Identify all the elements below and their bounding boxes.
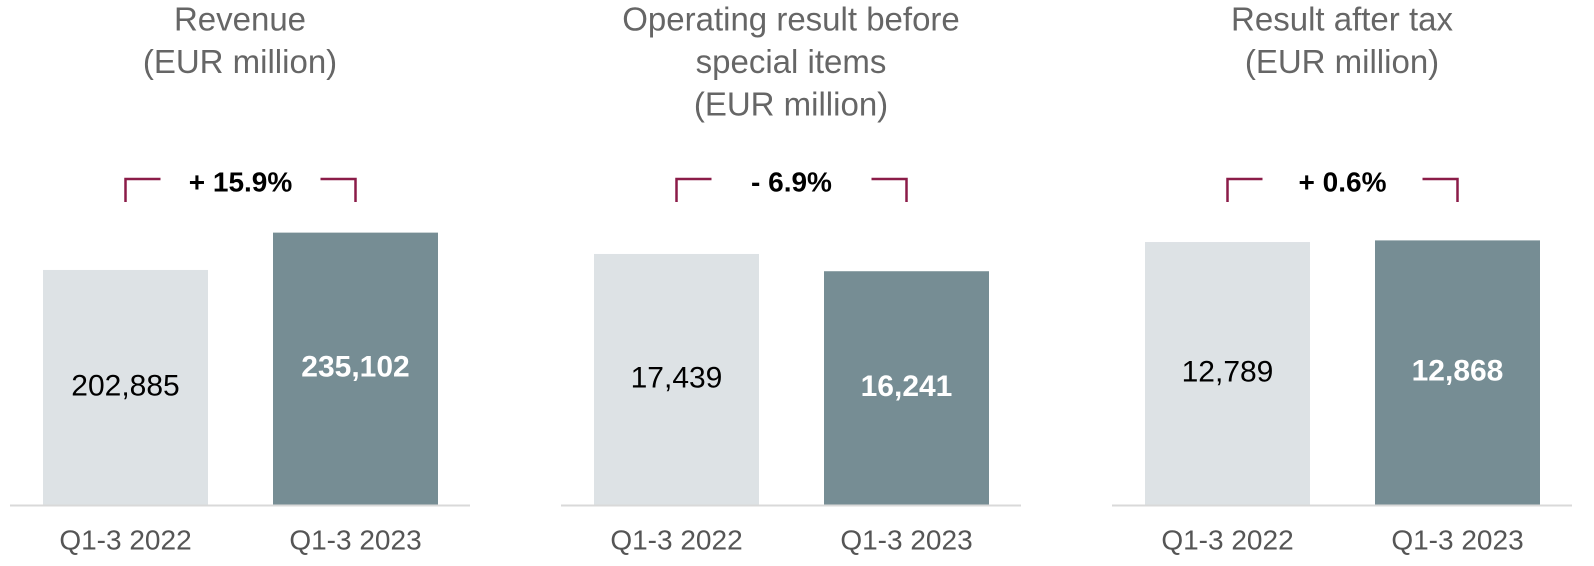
change-annotation: + 0.6% — [1299, 166, 1387, 197]
chart-title: (EUR million) — [1245, 43, 1439, 80]
bracket — [124, 177, 161, 202]
x-tick-label: Q1-3 2023 — [289, 524, 421, 555]
value-label: 17,439 — [631, 361, 723, 394]
change-annotation: - 6.9% — [751, 166, 832, 197]
value-label: 12,789 — [1182, 355, 1274, 388]
value-label: 235,102 — [301, 351, 409, 384]
bar — [1145, 242, 1310, 506]
chart-title: (EUR million) — [694, 86, 888, 123]
bracket — [320, 177, 357, 202]
chart-title: Result after tax — [1231, 1, 1453, 38]
bar — [594, 253, 759, 505]
x-tick-label: Q1-3 2022 — [1161, 524, 1293, 555]
value-label: 12,868 — [1412, 355, 1504, 388]
change-annotation: + 15.9% — [189, 166, 293, 197]
x-tick-label: Q1-3 2023 — [1391, 524, 1523, 555]
chart-title: Revenue — [174, 1, 306, 38]
bar — [1375, 240, 1540, 506]
x-tick-label: Q1-3 2022 — [59, 524, 191, 555]
chart-title: Operating result before — [622, 1, 960, 38]
bar — [273, 232, 438, 505]
chart-title: (EUR million) — [143, 43, 337, 80]
value-label: 202,885 — [71, 369, 179, 402]
bracket — [675, 177, 712, 202]
bracket — [871, 177, 908, 202]
x-tick-label: Q1-3 2023 — [840, 524, 972, 555]
bracket — [1422, 177, 1459, 202]
value-label: 16,241 — [861, 370, 953, 403]
bar — [824, 271, 989, 505]
bar — [43, 269, 208, 505]
bracket — [1226, 177, 1263, 202]
x-tick-label: Q1-3 2022 — [610, 524, 742, 555]
chart-title: special items — [696, 43, 887, 80]
